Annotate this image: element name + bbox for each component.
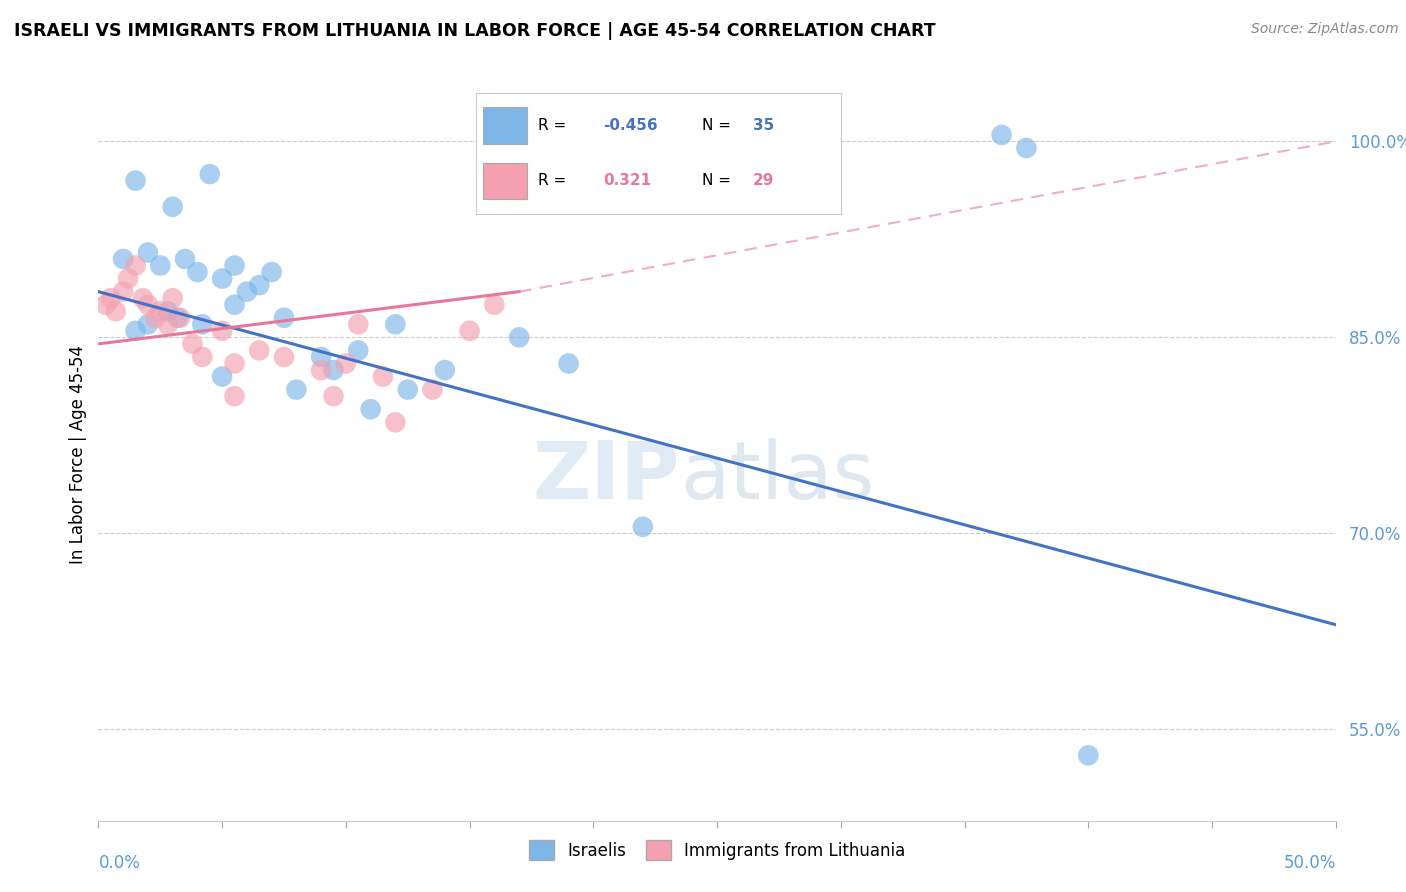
Point	[247, 278, 270, 293]
Point	[422, 383, 444, 397]
Point	[484, 298, 506, 312]
Point	[990, 128, 1012, 142]
Point	[211, 271, 233, 285]
Point	[384, 318, 406, 332]
Point	[631, 520, 654, 534]
Point	[136, 245, 159, 260]
Point	[211, 324, 233, 338]
Point	[94, 298, 117, 312]
Point	[156, 318, 179, 332]
Point	[166, 310, 188, 325]
Point	[371, 369, 394, 384]
Point	[169, 310, 191, 325]
Point	[309, 350, 332, 364]
Point	[260, 265, 283, 279]
Point	[181, 337, 204, 351]
Point	[247, 343, 270, 358]
Point	[384, 415, 406, 429]
Text: ISRAELI VS IMMIGRANTS FROM LITHUANIA IN LABOR FORCE | AGE 45-54 CORRELATION CHAR: ISRAELI VS IMMIGRANTS FROM LITHUANIA IN …	[14, 22, 935, 40]
Point	[335, 357, 357, 371]
Point	[162, 200, 184, 214]
Point	[132, 291, 155, 305]
Point	[322, 363, 344, 377]
Point	[360, 402, 382, 417]
Text: Source: ZipAtlas.com: Source: ZipAtlas.com	[1251, 22, 1399, 37]
Point	[112, 285, 135, 299]
Point	[117, 271, 139, 285]
Point	[236, 285, 259, 299]
Point	[557, 357, 579, 371]
Point	[322, 389, 344, 403]
Point	[191, 318, 214, 332]
Point	[124, 324, 146, 338]
Point	[508, 330, 530, 344]
Point	[149, 304, 172, 318]
Point	[224, 259, 246, 273]
Point	[191, 350, 214, 364]
Point	[347, 343, 370, 358]
Point	[211, 369, 233, 384]
Point	[224, 298, 246, 312]
Point	[136, 318, 159, 332]
Point	[156, 304, 179, 318]
Text: ZIP: ZIP	[533, 438, 681, 516]
Text: atlas: atlas	[681, 438, 875, 516]
Y-axis label: In Labor Force | Age 45-54: In Labor Force | Age 45-54	[69, 345, 87, 565]
Point	[174, 252, 197, 266]
Point	[224, 389, 246, 403]
Point	[224, 357, 246, 371]
Point	[198, 167, 221, 181]
Point	[149, 259, 172, 273]
Legend: Israelis, Immigrants from Lithuania: Israelis, Immigrants from Lithuania	[522, 833, 912, 867]
Point	[104, 304, 127, 318]
Point	[347, 318, 370, 332]
Point	[1015, 141, 1038, 155]
Point	[273, 350, 295, 364]
Point	[112, 252, 135, 266]
Point	[285, 383, 308, 397]
Point	[162, 291, 184, 305]
Text: 50.0%: 50.0%	[1284, 854, 1336, 871]
Point	[273, 310, 295, 325]
Point	[309, 363, 332, 377]
Point	[458, 324, 481, 338]
Text: 0.0%: 0.0%	[98, 854, 141, 871]
Point	[186, 265, 208, 279]
Point	[100, 291, 122, 305]
Point	[124, 173, 146, 188]
Point	[396, 383, 419, 397]
Point	[136, 298, 159, 312]
Point	[124, 259, 146, 273]
Point	[433, 363, 456, 377]
Point	[143, 310, 166, 325]
Point	[1077, 748, 1099, 763]
